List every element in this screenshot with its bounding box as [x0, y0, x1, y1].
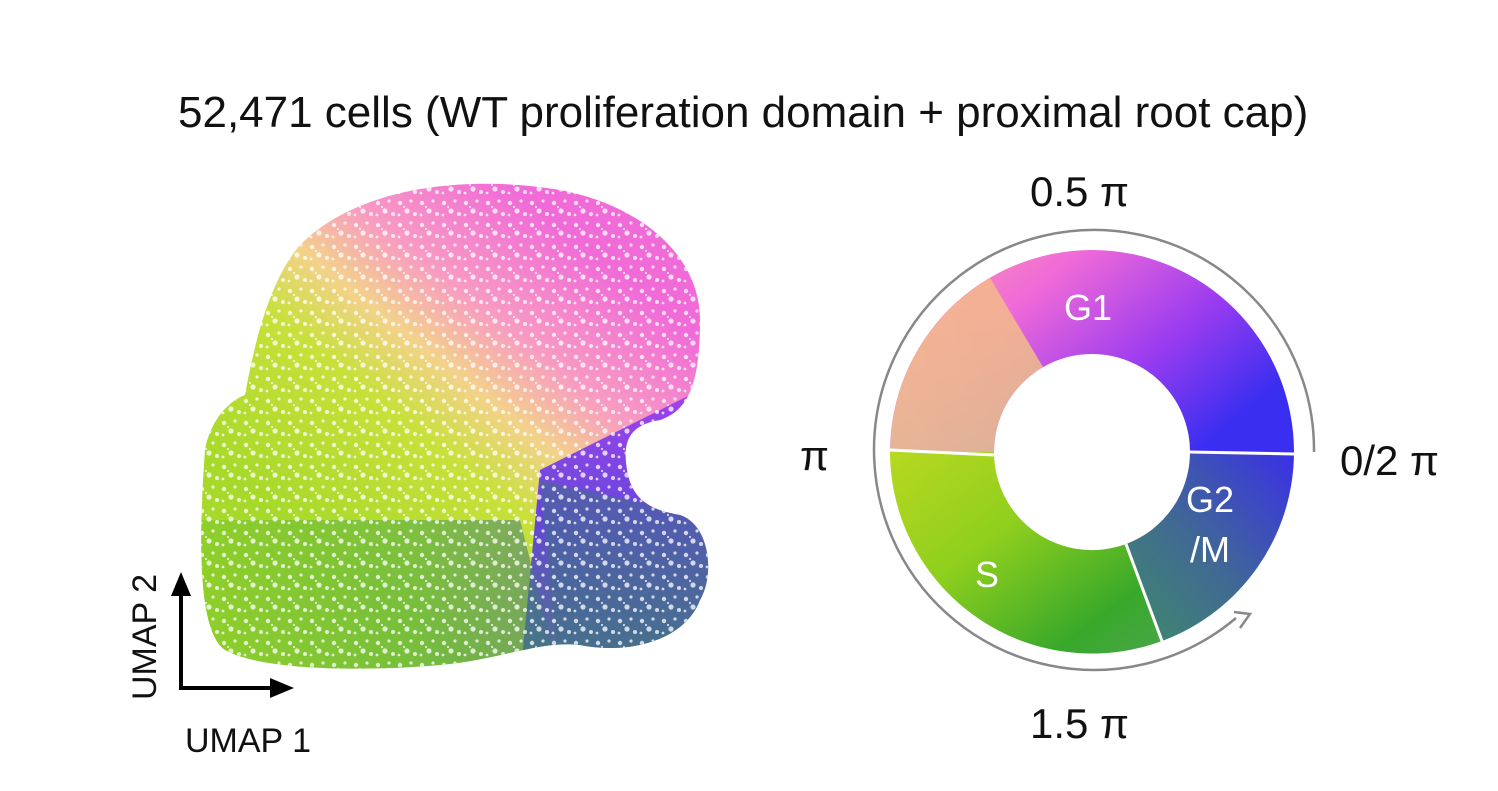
angle-label-top: 0.5 π [1030, 168, 1130, 215]
phase-wheel: G1 S G2 /M [872, 228, 1316, 672]
s-sector [890, 452, 1162, 654]
umap-scatter [201, 183, 709, 669]
s-label: S [975, 554, 999, 595]
angle-label-left: π [800, 432, 829, 479]
angle-label-bottom: 1.5 π [1030, 700, 1130, 747]
umap-axes [171, 572, 294, 698]
umap1-axis-label: UMAP 1 [185, 722, 311, 760]
g2m-label-line2: /M [1190, 529, 1230, 570]
g2m-label-line1: G2 [1186, 479, 1234, 520]
angle-label-right: 0/2 π [1340, 437, 1440, 484]
cycle-direction-arc [872, 228, 1316, 672]
figure-title: 52,471 cells (WT proliferation domain + … [178, 88, 1309, 137]
g1-label: G1 [1064, 287, 1112, 328]
g2m-sector [1126, 452, 1294, 641]
cycle-arrow-icon [1233, 610, 1253, 629]
umap2-axis-label: UMAP 2 [126, 574, 164, 700]
